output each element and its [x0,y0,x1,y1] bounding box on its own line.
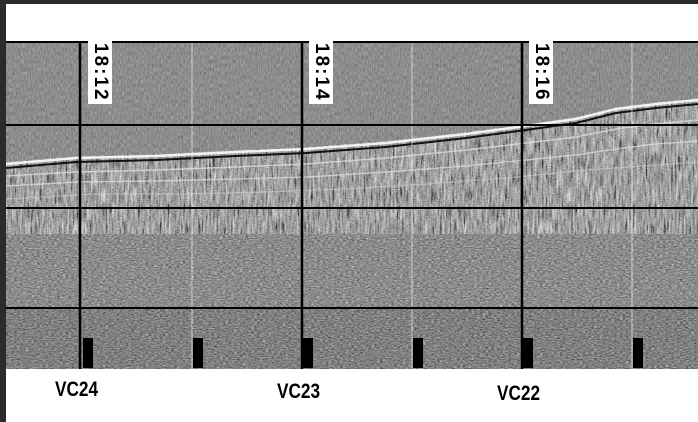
grid-lines [6,41,698,369]
seismic-profile-sheet: 18:12 18:14 18:16 VC24 VC23 VC22 [6,4,698,422]
seismic-profile [6,41,698,369]
fix-tags [83,338,643,368]
core-label: VC24 [55,378,99,401]
core-label: VC22 [497,382,541,405]
fix-lines [191,42,633,369]
bottom-strip [6,308,698,369]
time-mark-label: 18:16 [529,41,553,104]
time-mark-label: 18:12 [88,41,112,104]
core-label: VC23 [277,380,321,403]
time-mark-label: 18:14 [309,41,333,104]
